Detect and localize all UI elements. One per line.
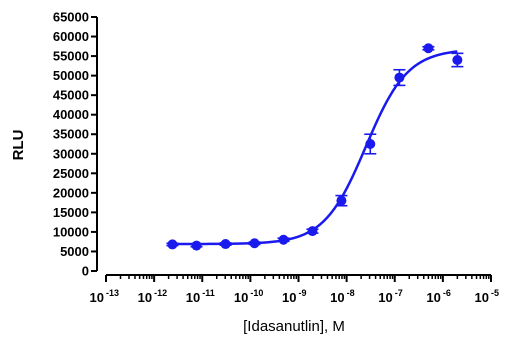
data-point-marker: [191, 240, 202, 251]
x-tick-exponent: -12: [154, 288, 167, 298]
x-tick-label: 10 -12: [138, 288, 167, 305]
x-tick-label: 10 -10: [234, 288, 263, 305]
y-tick-label: 45000: [53, 88, 89, 103]
data-points: [166, 43, 464, 251]
y-tick-label: 50000: [53, 68, 89, 83]
x-tick-base: 10: [426, 290, 440, 305]
data-point: [219, 239, 232, 250]
data-point-marker: [307, 226, 318, 237]
data-point-marker: [167, 239, 178, 250]
data-point-marker: [423, 43, 434, 54]
y-tick-label: 55000: [53, 49, 89, 64]
y-tick-label: 10000: [53, 224, 89, 239]
data-point: [393, 68, 406, 87]
y-tick-label: 40000: [53, 107, 89, 122]
y-tick-label: 30000: [53, 146, 89, 161]
data-point: [248, 238, 261, 249]
y-axis: 0 5000 10000 15000 20000 25000 30000 35000 40000…: [53, 10, 98, 279]
data-point-marker: [249, 238, 260, 249]
x-tick-base: 10: [90, 290, 104, 305]
x-axis: 10 -13 10 -12 10 -11 10 -10 10 -9 10 -8 10 -7 10 -6 10 -5: [90, 274, 499, 305]
y-tick-label: 15000: [53, 205, 89, 220]
x-tick-base: 10: [234, 290, 248, 305]
x-tick-exponent: -8: [347, 288, 355, 298]
x-tick-exponent: -7: [395, 288, 403, 298]
x-tick-base: 10: [378, 290, 392, 305]
fit-curve: [172, 50, 458, 246]
y-tick-label: 0: [82, 264, 89, 279]
x-tick-exponent: -6: [443, 288, 451, 298]
data-point: [335, 194, 348, 207]
y-tick-label: 65000: [53, 10, 89, 25]
x-tick-exponent: -5: [491, 288, 499, 298]
data-point-marker: [220, 239, 231, 250]
data-point-marker: [336, 195, 347, 206]
y-tick-label: 35000: [53, 127, 89, 142]
x-tick-label: 10 -7: [378, 288, 402, 305]
x-tick-label: 10 -11: [186, 288, 215, 305]
x-tick-label: 10 -8: [330, 288, 354, 305]
x-tick-label: 10 -9: [282, 288, 306, 305]
data-point-marker: [452, 54, 463, 65]
data-point: [277, 234, 290, 245]
x-tick-exponent: -9: [299, 288, 307, 298]
data-point: [190, 240, 203, 251]
x-axis-title: [Idasanutlin], M: [243, 318, 345, 335]
x-tick-label: 10 -6: [426, 288, 450, 305]
y-tick-label: 25000: [53, 166, 89, 181]
x-tick-label: 10 -5: [475, 288, 499, 305]
y-axis-title: RLU: [10, 130, 27, 161]
x-tick-exponent: -13: [106, 288, 119, 298]
data-point: [166, 239, 179, 250]
data-point-marker: [365, 139, 376, 149]
data-point: [422, 43, 435, 54]
y-tick-label: 60000: [53, 29, 89, 44]
x-tick-base: 10: [282, 290, 296, 305]
data-point-marker: [394, 72, 405, 83]
data-point-marker: [278, 234, 289, 245]
y-tick-label: 5000: [60, 244, 89, 259]
x-tick-label: 10 -13: [90, 288, 119, 305]
y-tick-label: 20000: [53, 185, 89, 200]
data-point: [364, 133, 377, 155]
x-tick-base: 10: [138, 290, 152, 305]
x-tick-exponent: -11: [202, 288, 215, 298]
data-point: [451, 52, 464, 68]
x-tick-base: 10: [475, 290, 489, 305]
x-tick-base: 10: [330, 290, 344, 305]
x-tick-base: 10: [186, 290, 200, 305]
x-tick-exponent: -10: [250, 288, 263, 298]
data-point: [306, 226, 319, 237]
